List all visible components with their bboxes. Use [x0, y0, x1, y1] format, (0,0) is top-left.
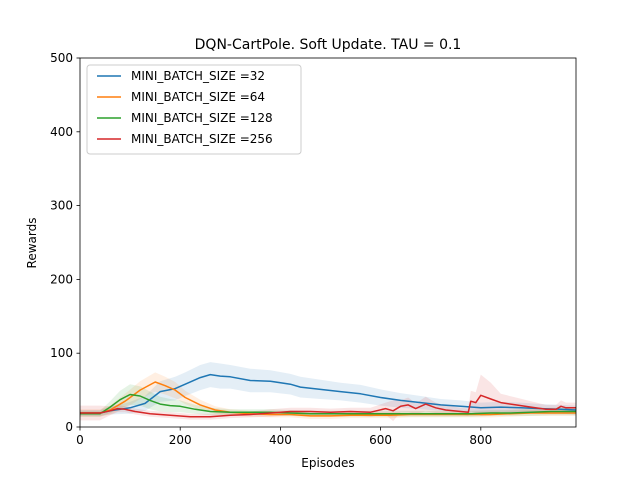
x-tick-label: 800 [469, 433, 492, 447]
x-axis-ticks: 0 200 400 600 800 [76, 427, 492, 447]
x-tick-label: 200 [169, 433, 192, 447]
y-tick-label: 100 [50, 346, 73, 360]
legend: MINI_BATCH_SIZE =32 MINI_BATCH_SIZE =64 MI… [86, 64, 302, 155]
series-line-2 [80, 381, 576, 417]
legend-label-4: MINI_BATCH_SIZE =256 [131, 132, 273, 146]
legend-label-1: MINI_BATCH_SIZE =32 [131, 69, 265, 83]
series-band-1 [80, 362, 576, 416]
legend-label-2: MINI_BATCH_SIZE =64 [131, 90, 265, 104]
series-band-4 [80, 374, 576, 422]
y-tick-label: 500 [50, 51, 73, 65]
series-band-2 [80, 372, 576, 419]
y-tick-label: 300 [50, 199, 73, 213]
legend-box [86, 64, 302, 155]
series-lines [80, 373, 576, 418]
confidence-bands [80, 362, 576, 422]
series-band-3 [80, 384, 576, 417]
series-line-1 [80, 373, 576, 414]
x-axis-label: Episodes [301, 456, 354, 470]
y-tick-label: 200 [50, 272, 73, 286]
y-tick-label: 400 [50, 125, 73, 139]
legend-label-3: MINI_BATCH_SIZE =128 [131, 111, 273, 125]
x-tick-label: 400 [269, 433, 292, 447]
chart-title: DQN-CartPole. Soft Update. TAU = 0.1 [195, 37, 462, 53]
x-tick-label: 600 [369, 433, 392, 447]
x-tick-label: 0 [76, 433, 84, 447]
y-axis-ticks: 0 100 200 300 400 500 [50, 51, 80, 434]
series-line-4 [80, 394, 576, 418]
y-axis-label: Rewards [25, 218, 39, 269]
y-tick-label: 0 [65, 420, 73, 434]
plot-frame [79, 57, 577, 428]
